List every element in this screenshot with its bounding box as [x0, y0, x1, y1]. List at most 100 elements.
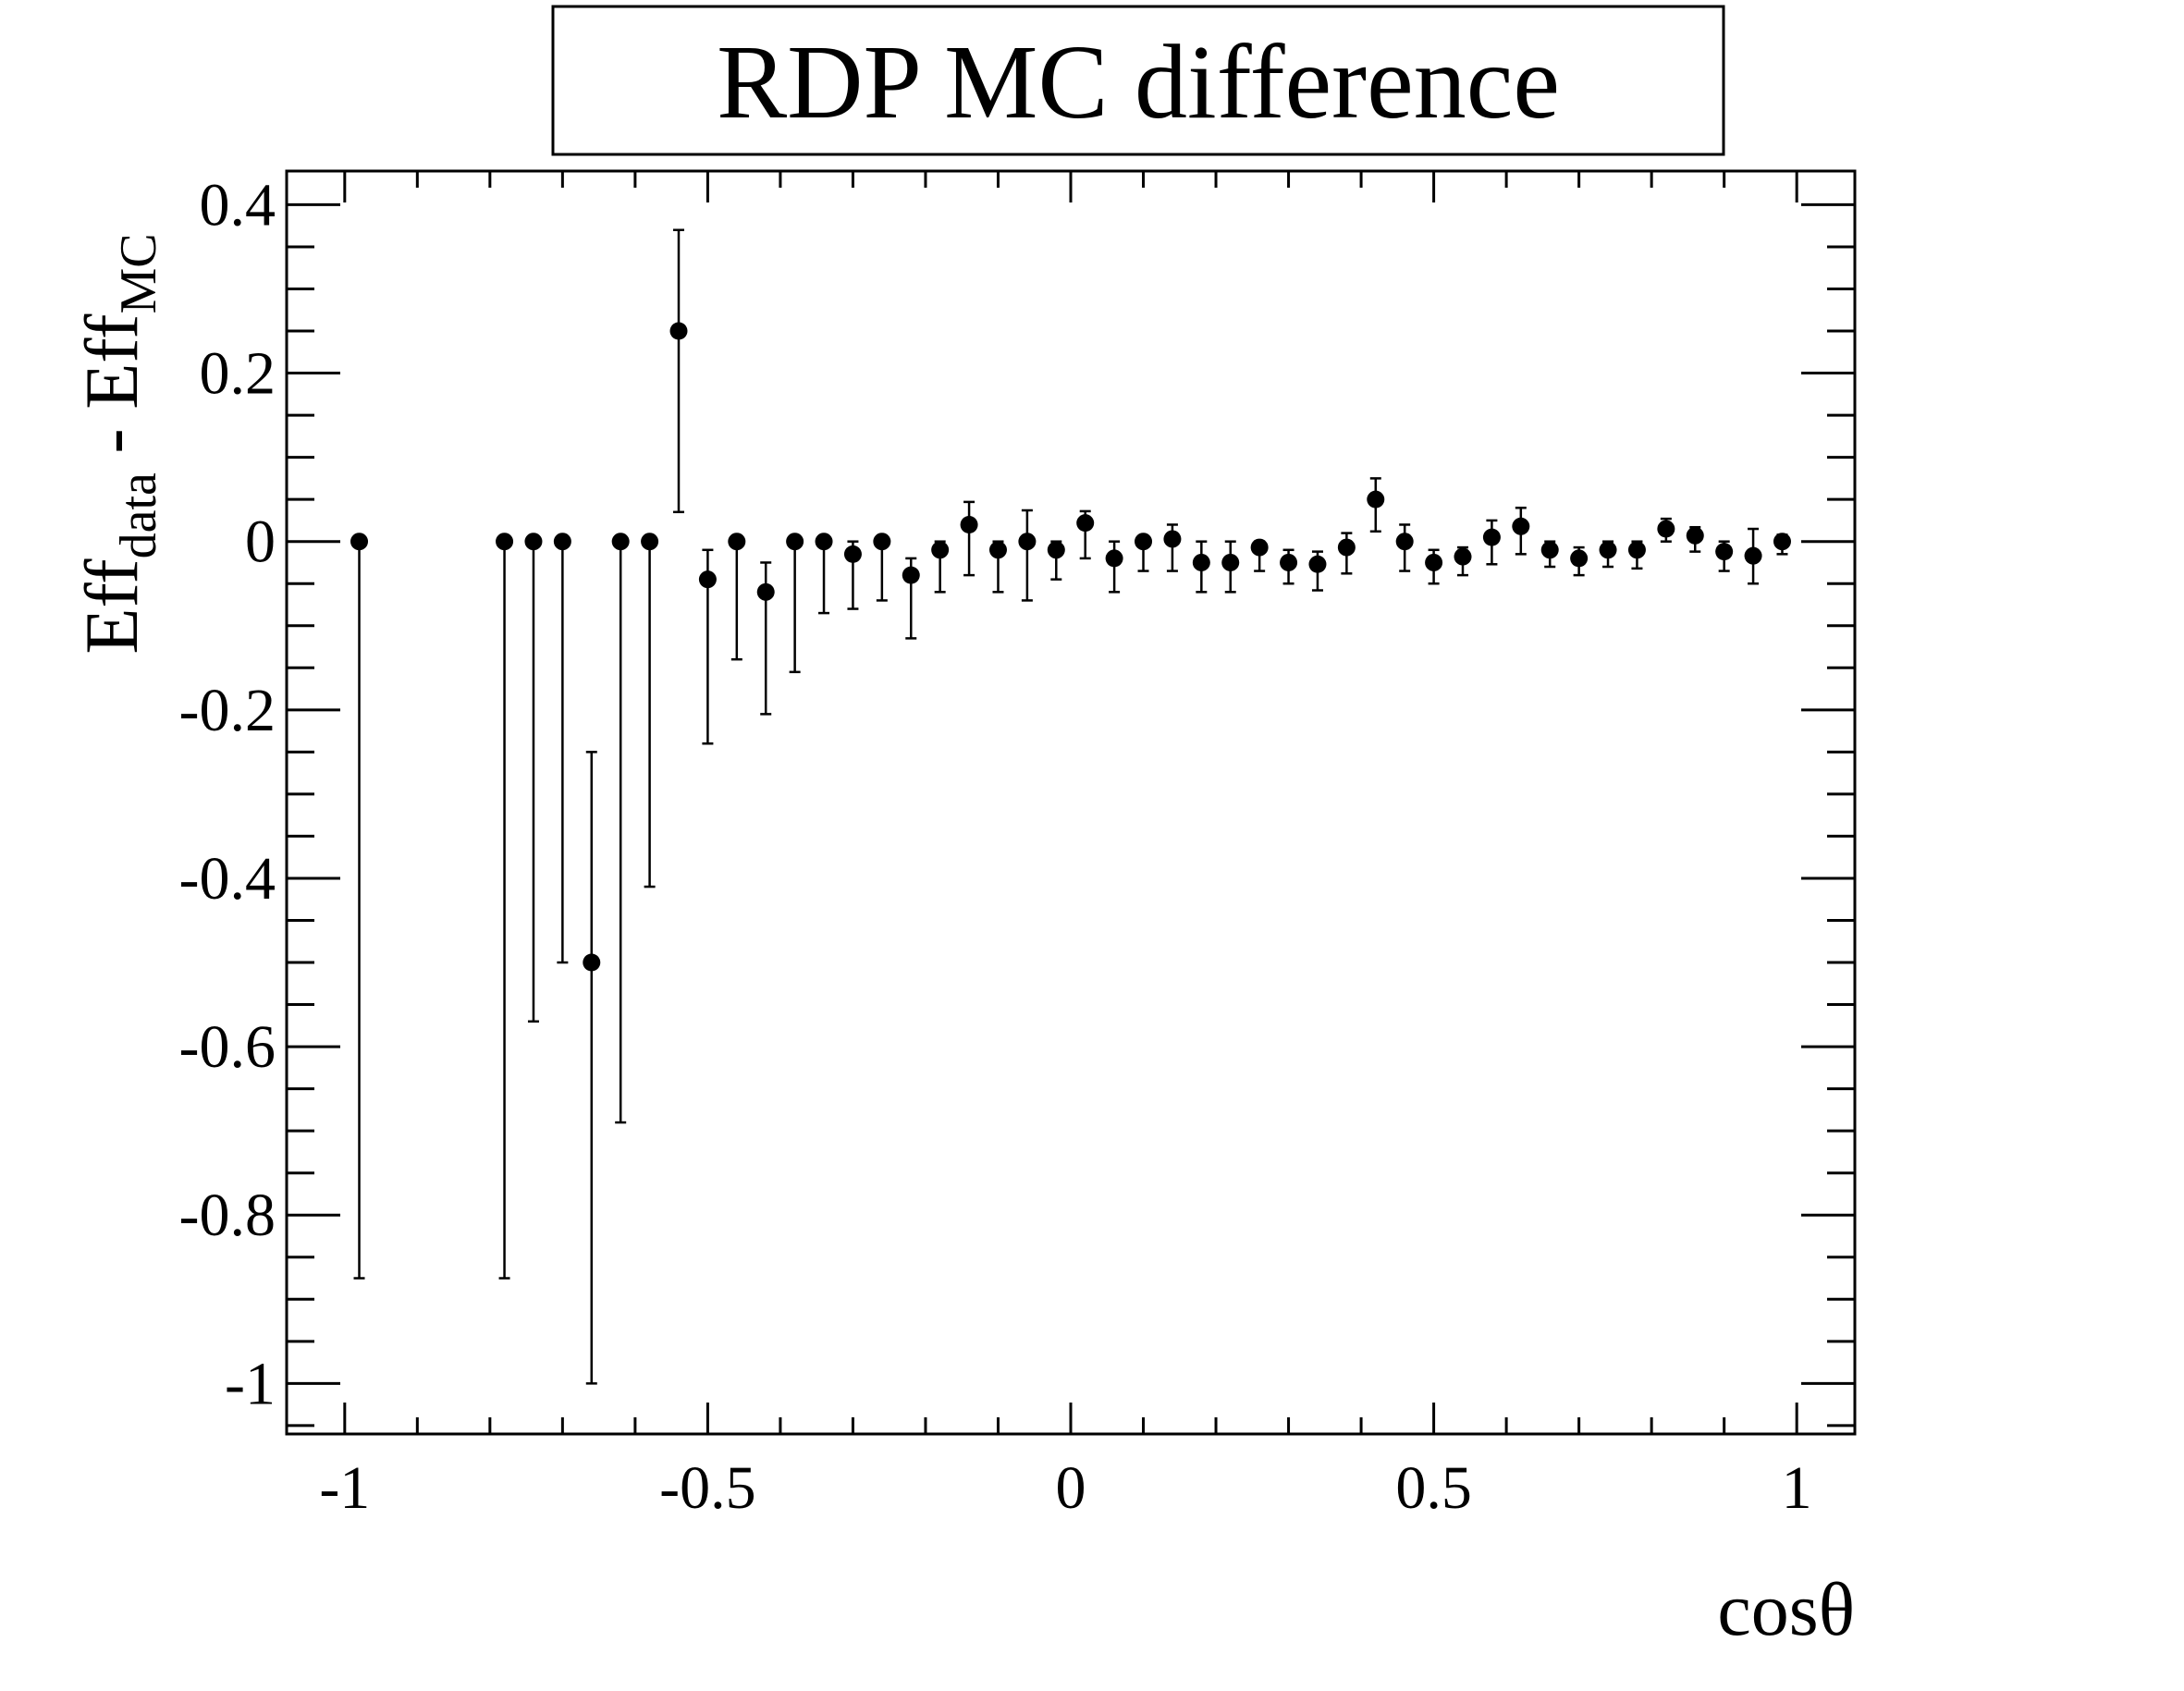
x-axis-title: cosθ [1717, 1567, 1855, 1651]
data-point [611, 533, 630, 1124]
point-marker [756, 582, 775, 601]
point-marker [1395, 533, 1414, 551]
point-marker [1337, 538, 1356, 557]
data-point [496, 533, 514, 1280]
point-marker [350, 533, 369, 551]
data-point [1482, 519, 1501, 566]
data-point [1076, 509, 1095, 560]
point-marker [1657, 520, 1675, 538]
y-tick-label: -0.2 [179, 677, 276, 744]
data-point [1744, 527, 1762, 585]
x-axis: -1 -0.5 0 0.5 1 [319, 171, 1812, 1522]
point-marker [1192, 553, 1210, 571]
point-marker [728, 533, 746, 551]
data-point [902, 557, 920, 640]
y-axis-title: Effdata - EffMC [69, 233, 167, 654]
data-point [988, 540, 1007, 594]
point-marker [1280, 553, 1298, 571]
point-marker [1715, 543, 1734, 561]
point-marker [873, 533, 891, 551]
y-tick-label: 0.4 [200, 171, 276, 239]
y-axis-title-separator: - [69, 410, 153, 472]
data-point [583, 751, 601, 1385]
data-point [1105, 540, 1123, 594]
point-marker [931, 541, 950, 559]
data-point [1540, 540, 1559, 569]
data-point [728, 533, 746, 661]
data-point [843, 540, 862, 610]
y-axis-title-eff-mc: Eff [69, 313, 153, 410]
point-marker [1540, 541, 1559, 559]
point-marker [1221, 553, 1240, 571]
point-marker [1135, 533, 1153, 551]
data-point [1570, 545, 1589, 577]
data-point [786, 533, 804, 674]
data-point [1425, 548, 1443, 585]
point-marker [1512, 517, 1530, 535]
data-point [524, 533, 543, 1023]
data-point [1657, 517, 1675, 543]
x-tick-label: 0 [1056, 1454, 1086, 1522]
data-point [1308, 550, 1327, 592]
data-point [756, 561, 775, 716]
point-marker [902, 566, 920, 584]
y-tick-label: -0.6 [179, 1013, 276, 1081]
data-point [1599, 540, 1617, 569]
point-marker [553, 533, 571, 551]
data-point [1047, 540, 1065, 581]
data-point [350, 533, 369, 1280]
point-marker [815, 533, 833, 551]
data-point [1627, 540, 1646, 570]
data-point [931, 540, 950, 594]
data-point [1512, 507, 1530, 556]
chart-title: RDP MC difference [717, 23, 1560, 141]
data-point [1773, 533, 1791, 556]
data-point [1280, 548, 1298, 585]
point-marker [1425, 553, 1443, 571]
point-marker [1454, 547, 1472, 566]
data-point [1250, 538, 1269, 572]
point-marker [1482, 528, 1501, 546]
point-marker [496, 533, 514, 551]
title-box [551, 5, 1725, 156]
point-marker [1627, 541, 1646, 559]
data-point [873, 533, 891, 602]
data-point [1454, 545, 1472, 577]
point-marker [1599, 541, 1617, 559]
data-point [1367, 477, 1385, 533]
y-tick-label: 0 [245, 509, 276, 576]
y-axis-title-sub-data: data [110, 472, 167, 558]
point-marker [1105, 549, 1123, 568]
plot-frame [285, 169, 1857, 1436]
data-point [1337, 532, 1356, 575]
point-marker [641, 533, 659, 551]
y-axis-title-eff-data: Eff [69, 558, 153, 655]
data-point [698, 548, 717, 745]
data-point [641, 533, 659, 888]
point-marker [1308, 555, 1327, 573]
point-marker [786, 533, 804, 551]
data-point [1395, 523, 1414, 572]
data-point [1135, 533, 1153, 572]
data-point [960, 500, 978, 577]
data-point [1163, 523, 1182, 572]
point-marker [843, 545, 862, 563]
point-marker [1018, 533, 1037, 551]
data-point [1221, 540, 1240, 594]
data-point [1686, 525, 1704, 553]
point-marker [1773, 533, 1791, 551]
y-tick-label: -0.8 [179, 1182, 276, 1249]
x-tick-label: 1 [1782, 1454, 1812, 1522]
point-marker [988, 541, 1007, 559]
x-tick-label: -0.5 [659, 1454, 755, 1522]
point-marker [1570, 549, 1589, 568]
y-axis: -1 -0.8 -0.6 -0.4 -0.2 0 0.2 0.4 [179, 171, 1855, 1428]
y-axis-title-sub-mc: MC [110, 233, 167, 313]
point-marker [698, 570, 717, 589]
point-marker [1744, 546, 1762, 565]
point-marker [1367, 490, 1385, 509]
data-point [553, 533, 571, 964]
x-tick-label: 0.5 [1395, 1454, 1472, 1522]
point-marker [1076, 514, 1095, 533]
data-point [1715, 540, 1734, 572]
